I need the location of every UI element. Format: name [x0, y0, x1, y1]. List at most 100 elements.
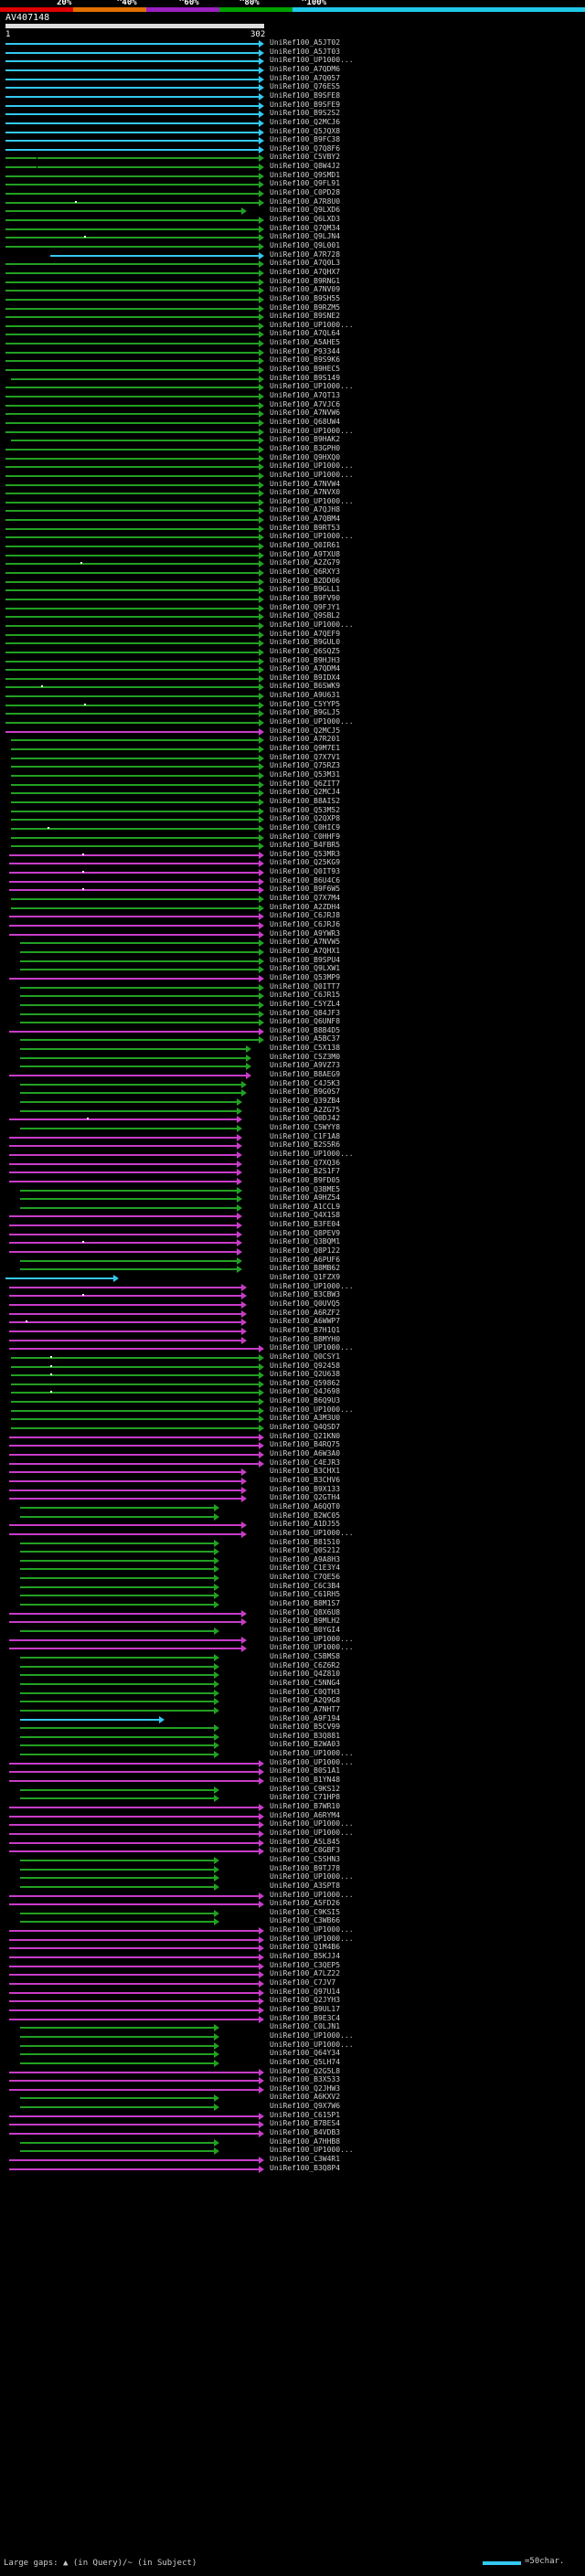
hit-label[interactable]: UniRef100_B9S9K6	[270, 355, 341, 365]
hit-row[interactable]: UniRef100_B2S1F7	[0, 1167, 585, 1177]
hit-label[interactable]: UniRef100_Q6ZIT7	[270, 779, 341, 788]
hit-row[interactable]: UniRef100_Q1M4B6	[0, 1943, 585, 1953]
hit-label[interactable]: UniRef100_C5YYP5	[270, 699, 341, 708]
hit-row[interactable]: UniRef100_Q6UNF8	[0, 1017, 585, 1027]
hit-label[interactable]: UniRef100_B9SFE8	[270, 90, 341, 100]
hit-row[interactable]: UniRef100_Q1FZX9	[0, 1273, 585, 1283]
hit-label[interactable]: UniRef100_A3SPT8	[270, 1881, 341, 1890]
hit-row[interactable]: UniRef100_B9X133	[0, 1485, 585, 1495]
hit-row[interactable]: UniRef100_B2DD06	[0, 577, 585, 587]
hit-label[interactable]: UniRef100_Q4Z810	[270, 1670, 341, 1679]
hit-label[interactable]: UniRef100_A6RYM4	[270, 1810, 341, 1819]
hit-label[interactable]: UniRef100_Q7Q8F6	[270, 143, 341, 153]
hit-row[interactable]: UniRef100_A7QDM4	[0, 664, 585, 674]
hit-label[interactable]: UniRef100_B3Q8P4	[270, 2163, 341, 2172]
hit-row[interactable]: UniRef100_UP1000...	[0, 382, 585, 392]
hit-label[interactable]: UniRef100_C0GBF3	[270, 1846, 341, 1855]
hit-row[interactable]: UniRef100_A2Q9G8	[0, 1696, 585, 1706]
hit-row[interactable]: UniRef100_B9RZM5	[0, 303, 585, 313]
hit-label[interactable]: UniRef100_C5NNG4	[270, 1678, 341, 1687]
hit-row[interactable]: UniRef100_C6JR15	[0, 991, 585, 1001]
hit-row[interactable]: UniRef100_A7QBM4	[0, 514, 585, 525]
hit-row[interactable]: UniRef100_UP1000...	[0, 1343, 585, 1353]
hit-label[interactable]: UniRef100_A1CCL9	[270, 1202, 341, 1211]
hit-label[interactable]: UniRef100_UP1000...	[270, 470, 354, 479]
hit-row[interactable]: UniRef100_C6C3B4	[0, 1582, 585, 1592]
hit-label[interactable]: UniRef100_UP1000...	[270, 1828, 354, 1837]
hit-label[interactable]: UniRef100_B81510	[270, 1537, 341, 1546]
hit-row[interactable]: UniRef100_A7QHX7	[0, 268, 585, 278]
hit-label[interactable]: UniRef100_B3Q881	[270, 1731, 341, 1740]
hit-label[interactable]: UniRef100_UP1000...	[270, 1890, 354, 1899]
hit-row[interactable]: UniRef100_Q0UVQ5	[0, 1299, 585, 1309]
hit-row[interactable]: UniRef100_Q8P122	[0, 1246, 585, 1256]
hit-label[interactable]: UniRef100_A7R728	[270, 249, 341, 259]
hit-row[interactable]: UniRef100_A5L845	[0, 1838, 585, 1848]
hit-row[interactable]: UniRef100_B4RQ75	[0, 1440, 585, 1450]
hit-row[interactable]: UniRef100_Q0DJ42	[0, 1114, 585, 1124]
hit-row[interactable]: UniRef100_Q8X6U8	[0, 1608, 585, 1618]
hit-label[interactable]: UniRef100_B7BES4	[270, 2119, 341, 2128]
hit-label[interactable]: UniRef100_Q9LXD6	[270, 206, 341, 215]
hit-label[interactable]: UniRef100_P93344	[270, 346, 341, 355]
hit-row[interactable]: UniRef100_UP1000...	[0, 321, 585, 331]
hit-label[interactable]: UniRef100_A7NVW5	[270, 938, 341, 947]
hit-row[interactable]: UniRef100_A6KXV2	[0, 2093, 585, 2103]
hit-label[interactable]: UniRef100_Q7QM34	[270, 223, 341, 232]
hit-label[interactable]: UniRef100_B9S2S2	[270, 109, 341, 118]
hit-label[interactable]: UniRef100_Q0CSY1	[270, 1352, 341, 1361]
hit-label[interactable]: UniRef100_C5X138	[270, 1044, 341, 1053]
hit-row[interactable]: UniRef100_Q2MCJ5	[0, 726, 585, 737]
hit-row[interactable]: UniRef100_B3CHV6	[0, 1476, 585, 1486]
hit-row[interactable]: UniRef100_B9S9K6	[0, 355, 585, 366]
hit-row[interactable]: UniRef100_Q4X1S8	[0, 1211, 585, 1221]
hit-row[interactable]: UniRef100_B9S2S2	[0, 109, 585, 119]
hit-row[interactable]: UniRef100_B9GUL0	[0, 638, 585, 648]
hit-label[interactable]: UniRef100_A7QDM4	[270, 664, 341, 673]
hit-row[interactable]: UniRef100_C615P1	[0, 2111, 585, 2121]
hit-row[interactable]: UniRef100_B0S1A1	[0, 1766, 585, 1776]
hit-row[interactable]: UniRef100_A5JT02	[0, 38, 585, 48]
hit-label[interactable]: UniRef100_B3CBW3	[270, 1290, 341, 1299]
hit-label[interactable]: UniRef100_B8B4D5	[270, 1025, 341, 1034]
hit-label[interactable]: UniRef100_A7QL64	[270, 329, 341, 338]
hit-row[interactable]: UniRef100_B9MLH2	[0, 1617, 585, 1627]
hit-row[interactable]: UniRef100_B9HEC5	[0, 365, 585, 375]
hit-label[interactable]: UniRef100_Q9LXW1	[270, 964, 341, 973]
hit-row[interactable]: UniRef100_Q4QSD7	[0, 1423, 585, 1433]
hit-row[interactable]: UniRef100_B9FD05	[0, 1176, 585, 1186]
hit-label[interactable]: UniRef100_A6KXV2	[270, 2093, 341, 2102]
hit-label[interactable]: UniRef100_Q8P122	[270, 1246, 341, 1256]
hit-label[interactable]: UniRef100_Q53MR3	[270, 849, 341, 858]
hit-label[interactable]: UniRef100_A2ZG79	[270, 558, 341, 567]
hit-label[interactable]: UniRef100_C6JR15	[270, 991, 341, 1000]
hit-row[interactable]: UniRef100_C1E3Y4	[0, 1564, 585, 1574]
hit-row[interactable]: UniRef100_B9GLL1	[0, 585, 585, 595]
hit-label[interactable]: UniRef100_Q2MCJ6	[270, 117, 341, 126]
hit-row[interactable]: UniRef100_Q68UW4	[0, 418, 585, 428]
hit-row[interactable]: UniRef100_B9SPU4	[0, 956, 585, 966]
hit-row[interactable]: UniRef100_Q8PEV9	[0, 1228, 585, 1239]
hit-label[interactable]: UniRef100_A5FD26	[270, 1899, 341, 1908]
hit-label[interactable]: UniRef100_C7QE56	[270, 1573, 341, 1582]
hit-label[interactable]: UniRef100_UP1000...	[270, 1643, 354, 1652]
hit-label[interactable]: UniRef100_A7QDM6	[270, 64, 341, 73]
hit-label[interactable]: UniRef100_B9GUL0	[270, 638, 341, 647]
hit-label[interactable]: UniRef100_UP1000...	[270, 382, 354, 391]
hit-label[interactable]: UniRef100_Q8PEV9	[270, 1228, 341, 1237]
hit-label[interactable]: UniRef100_UP1000...	[270, 1925, 354, 1935]
hit-row[interactable]: UniRef100_Q6ZIT7	[0, 779, 585, 790]
hit-label[interactable]: UniRef100_Q2G5L8	[270, 2066, 341, 2075]
hit-row[interactable]: UniRef100_B8MB62	[0, 1264, 585, 1274]
hit-label[interactable]: UniRef100_Q9FL91	[270, 179, 341, 188]
hit-row[interactable]: UniRef100_Q3BQM1	[0, 1237, 585, 1247]
hit-label[interactable]: UniRef100_UP1000...	[270, 1819, 354, 1829]
hit-row[interactable]: UniRef100_Q7XQ36	[0, 1159, 585, 1169]
hit-label[interactable]: UniRef100_B3FE04	[270, 1220, 341, 1229]
hit-label[interactable]: UniRef100_C5SHN3	[270, 1854, 341, 1863]
hit-row[interactable]: UniRef100_B9UL17	[0, 2005, 585, 2015]
hit-row[interactable]: UniRef100_Q9LXW1	[0, 964, 585, 974]
hit-label[interactable]: UniRef100_B0S1A1	[270, 1766, 341, 1776]
hit-label[interactable]: UniRef100_B9FC38	[270, 135, 341, 144]
hit-label[interactable]: UniRef100_A6RZF2	[270, 1308, 341, 1317]
